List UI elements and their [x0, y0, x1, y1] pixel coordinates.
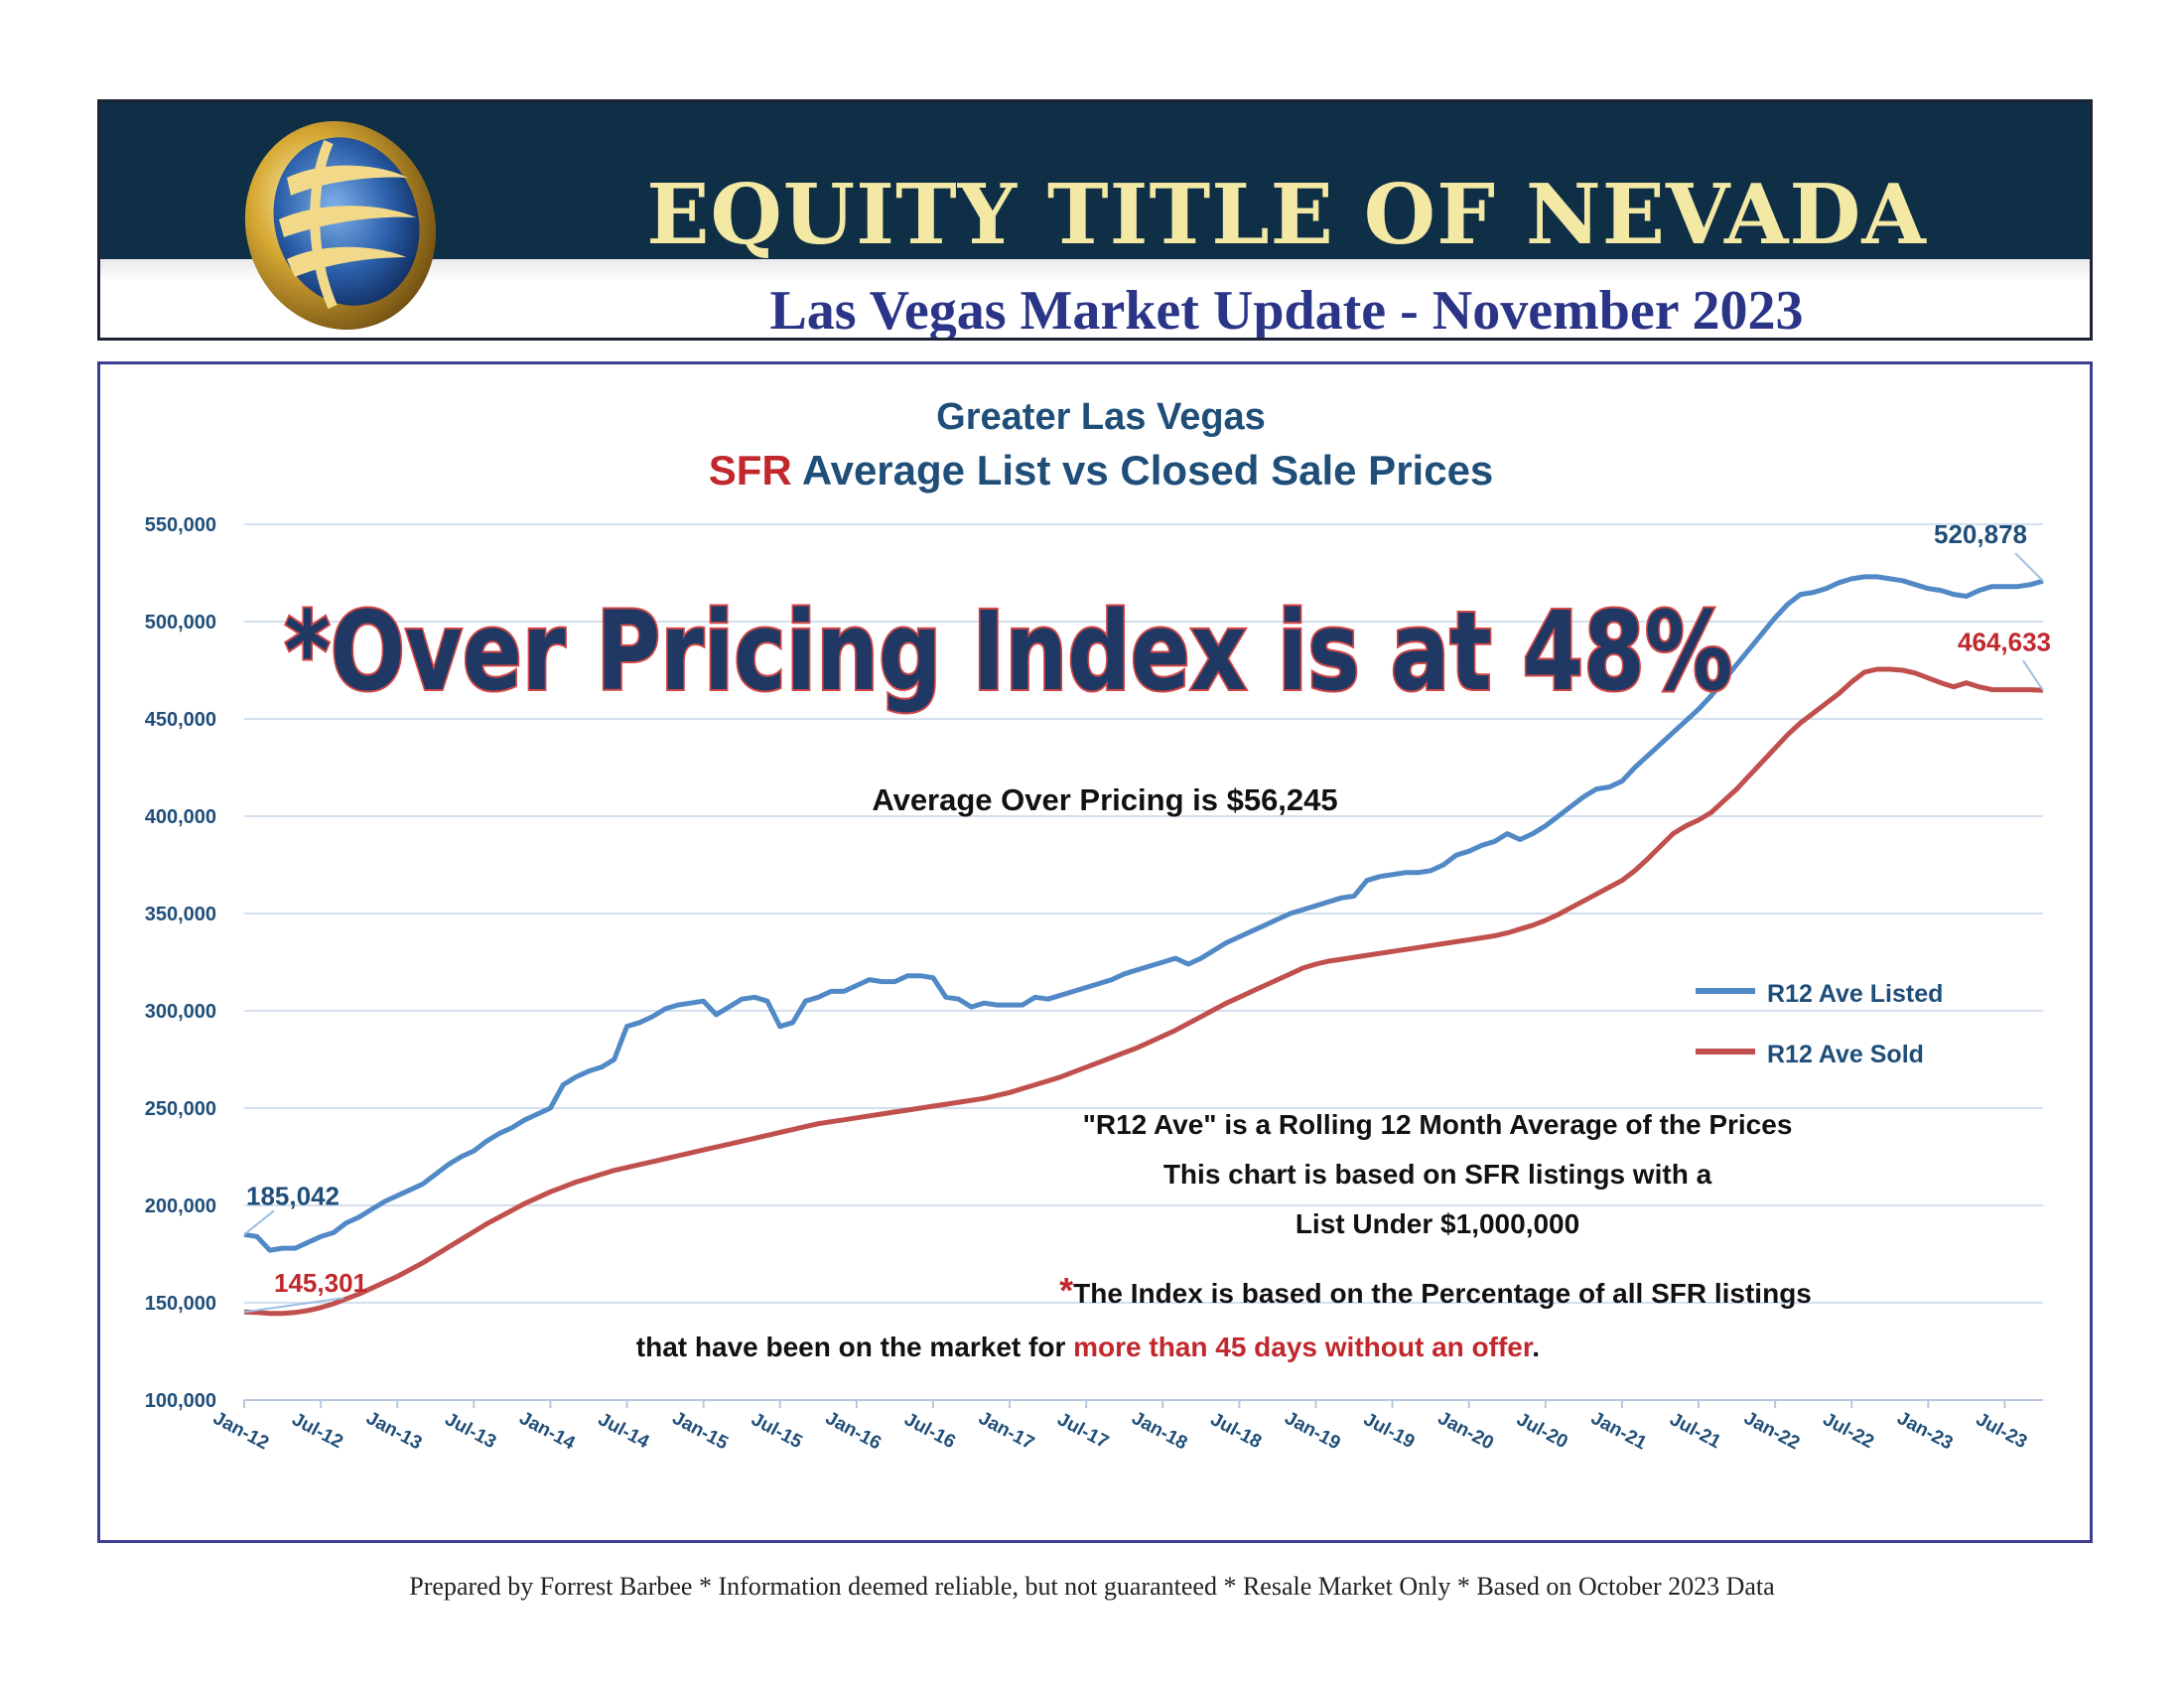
note-index-2-prefix: that have been on the market for: [636, 1332, 1073, 1362]
x-tick-label: Jan-14: [516, 1408, 579, 1455]
end-value-label: 145,301: [274, 1268, 367, 1298]
end-value-label: 520,878: [1934, 519, 2027, 549]
x-tick-label: Jan-20: [1434, 1408, 1497, 1455]
end-value-label: 464,633: [1958, 627, 2051, 656]
chart-subtitle: SFR Average List vs Closed Sale Prices: [709, 447, 1494, 493]
note-index-2: that have been on the market for more th…: [636, 1332, 1540, 1362]
y-tick-label: 250,000: [145, 1098, 216, 1120]
chart-panel: [97, 361, 2093, 1543]
note-r12: "R12 Ave" is a Rolling 12 Month Average …: [1083, 1109, 1793, 1140]
y-tick-label: 450,000: [145, 709, 216, 731]
grid-lines: [244, 523, 2043, 1304]
legend-label-listed: R12 Ave Listed: [1767, 980, 1943, 1008]
series-line-listed: [243, 574, 2044, 1253]
x-tick-label: Jul-15: [748, 1409, 806, 1454]
x-axis-ticks: Jan-12 Jul-12 Jan-13 Jul-13 Jan-14 Jul-14 Jan-…: [209, 1400, 2030, 1455]
y-axis-ticks: 100,000 150,000 200,000 250,000 300,000 350,0…: [145, 514, 216, 1412]
end-labels: 185,042 145,301 520,878 464,633: [243, 519, 2051, 1314]
end-label-leader: [2014, 552, 2044, 582]
x-tick-label: Jan-17: [975, 1408, 1037, 1455]
end-value-label: 185,042: [246, 1181, 340, 1210]
y-tick-label: 100,000: [145, 1390, 216, 1412]
note-basis-2: List Under $1,000,000: [1296, 1208, 1579, 1239]
x-tick-label: Jul-20: [1513, 1409, 1570, 1453]
header-stripe: [100, 259, 2090, 281]
legend: R12 Ave Listed R12 Ave Sold: [1696, 980, 1943, 1068]
globe-logo-icon: [244, 121, 437, 330]
end-label-leader: [243, 1297, 344, 1314]
company-name: EQUITY TITLE OF NEVADA: [646, 166, 1927, 263]
series-lines: [243, 574, 2044, 1317]
note-index-1: *The Index is based on the Percentage of…: [1059, 1270, 1812, 1311]
x-tick-label: Jul-16: [900, 1409, 958, 1453]
subtitle-sfr: SFR: [709, 447, 792, 493]
end-label-leader: [2022, 659, 2044, 691]
x-tick-label: Jul-21: [1666, 1409, 1724, 1454]
over-pricing-amount: Average Over Pricing is $56,245: [872, 782, 1337, 817]
y-tick-label: 400,000: [145, 806, 216, 828]
note-asterisk: *: [1059, 1270, 1073, 1311]
end-label-leader: [243, 1209, 275, 1236]
x-tick-label: Jul-13: [442, 1409, 499, 1453]
report-title: Las Vegas Market Update - November 2023: [769, 280, 1804, 341]
x-tick-label: Jul-18: [1207, 1409, 1265, 1453]
y-tick-label: 350,000: [145, 904, 216, 925]
note-index-2-highlight: more than 45 days without an offer: [1073, 1332, 1534, 1362]
y-tick-label: 150,000: [145, 1293, 216, 1315]
x-tick-label: Jan-19: [1282, 1408, 1344, 1455]
x-tick-label: Jul-22: [1820, 1409, 1877, 1453]
x-tick-label: Jan-22: [1740, 1408, 1803, 1455]
x-tick-label: Jan-23: [1893, 1408, 1956, 1455]
note-index-2-suffix: .: [1532, 1332, 1540, 1362]
subtitle-rest: Average List vs Closed Sale Prices: [792, 447, 1494, 493]
x-tick-label: Jan-13: [362, 1408, 425, 1455]
footer-disclaimer: Prepared by Forrest Barbee * Information…: [409, 1572, 1775, 1601]
x-tick-label: Jul-12: [289, 1409, 346, 1453]
note-index-1-text: The Index is based on the Percentage of …: [1073, 1278, 1812, 1309]
x-tick-label: Jan-18: [1128, 1408, 1190, 1455]
x-tick-label: Jul-19: [1360, 1409, 1418, 1453]
report-header: EQUITY TITLE OF NEVADA Las Vegas Market …: [97, 99, 2093, 341]
x-tick-label: Jan-16: [822, 1408, 885, 1455]
x-tick-label: Jan-15: [669, 1408, 732, 1455]
price-chart: Greater Las Vegas SFR Average List vs Cl…: [145, 396, 2051, 1455]
x-tick-label: Jan-12: [209, 1408, 272, 1455]
y-tick-label: 200,000: [145, 1196, 216, 1217]
legend-label-sold: R12 Ave Sold: [1767, 1041, 1924, 1068]
over-pricing-headline: *Over Pricing Index is at 48%: [284, 587, 1732, 715]
x-tick-label: Jul-23: [1973, 1409, 2030, 1453]
series-line-sold: [243, 666, 2044, 1317]
x-tick-label: Jan-21: [1587, 1408, 1650, 1455]
x-tick-label: Jul-14: [595, 1409, 653, 1454]
note-basis-1: This chart is based on SFR listings with…: [1163, 1159, 1712, 1190]
y-tick-label: 500,000: [145, 612, 216, 633]
y-tick-label: 300,000: [145, 1001, 216, 1023]
y-tick-label: 550,000: [145, 514, 216, 536]
x-tick-label: Jul-17: [1054, 1409, 1112, 1453]
chart-title: Greater Las Vegas: [936, 396, 1266, 438]
